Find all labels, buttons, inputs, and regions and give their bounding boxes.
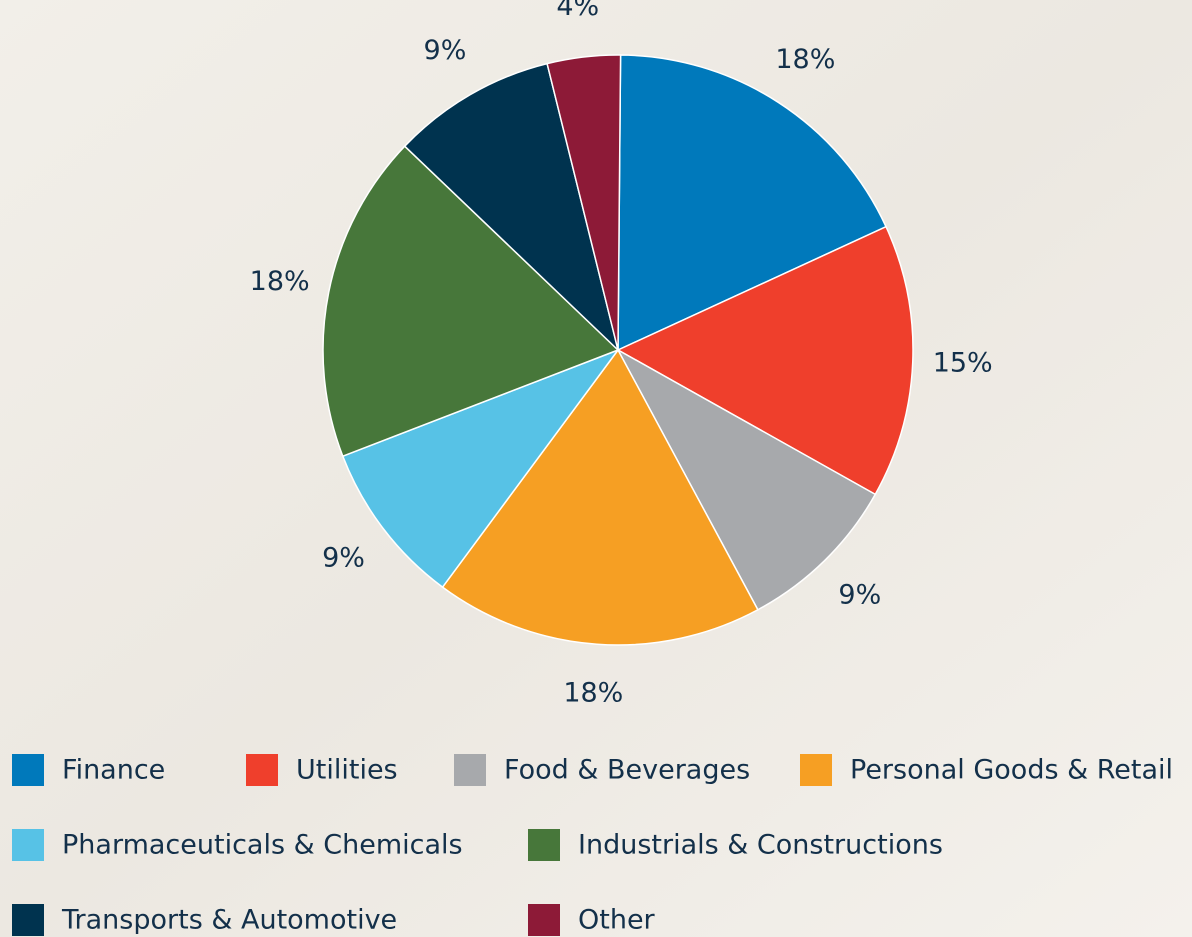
data-label: 9% — [838, 580, 881, 611]
page: {"chart_data": {"type": "pie", "categori… — [0, 0, 1192, 937]
legend-label: Finance — [62, 755, 165, 786]
legend-swatch — [528, 829, 560, 861]
legend-label: Other — [578, 905, 656, 936]
legend-label: Personal Goods & Retail — [850, 755, 1173, 786]
data-label: 18% — [775, 44, 835, 75]
legend-swatch — [12, 904, 44, 936]
legend-swatch — [800, 754, 832, 786]
data-label: 9% — [424, 35, 467, 66]
data-label: 18% — [563, 678, 623, 709]
legend-label: Transports & Automotive — [61, 905, 397, 936]
legend-label: Utilities — [296, 755, 398, 786]
chart: 18% 15% 9% 18% 9% 18% 9% 4% Finance Utilities Food… — [0, 0, 1192, 937]
legend-label: Food & Beverages — [504, 755, 750, 786]
data-label: 4% — [556, 0, 599, 22]
data-label: 15% — [933, 347, 993, 378]
legend-swatch — [12, 754, 44, 786]
legend-swatch — [528, 904, 560, 936]
data-label: 18% — [250, 266, 310, 297]
legend-swatch — [246, 754, 278, 786]
data-label: 9% — [322, 543, 365, 574]
legend-label: Pharmaceuticals & Chemicals — [62, 830, 463, 861]
legend-swatch — [454, 754, 486, 786]
legend-swatch — [12, 829, 44, 861]
legend-label: Industrials & Constructions — [578, 830, 943, 861]
